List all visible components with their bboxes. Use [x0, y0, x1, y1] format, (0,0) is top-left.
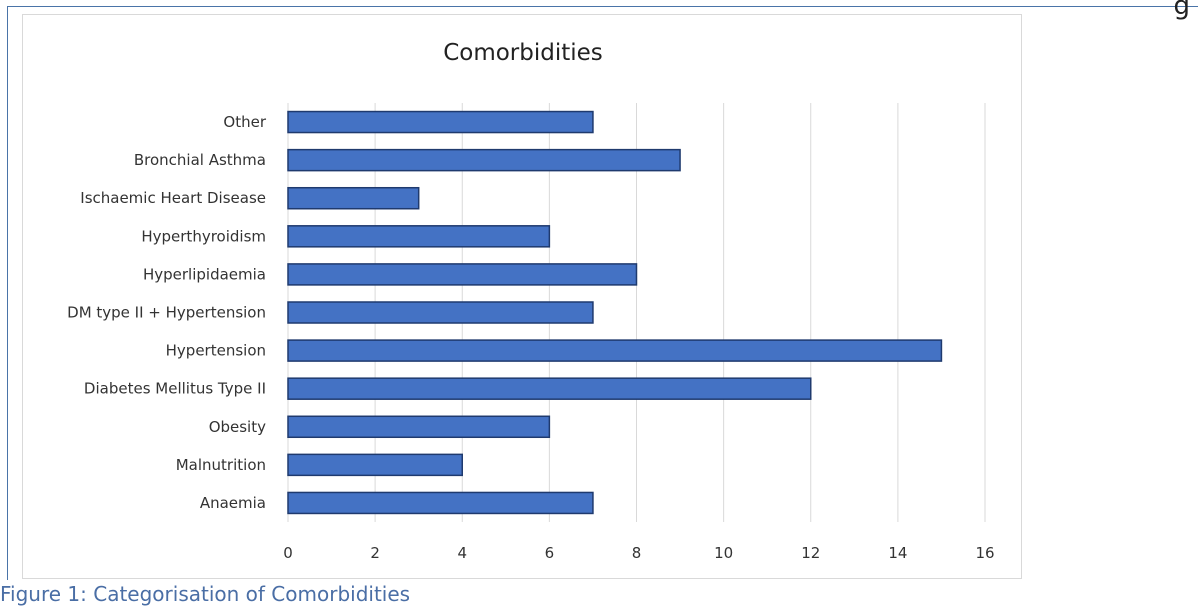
x-tick-label: 14 [888, 544, 907, 562]
bar-other [287, 110, 594, 134]
x-tick-labels: 0 2 4 6 8 10 12 14 16 [283, 544, 994, 562]
bar-malnutrition [287, 453, 463, 477]
bar-ischaemic-heart-disease [287, 186, 420, 210]
category-label: Hypertension [166, 342, 266, 360]
x-tick-label: 8 [632, 544, 642, 562]
category-label: Other [223, 113, 266, 131]
category-label: Malnutrition [176, 456, 266, 474]
category-labels: Anaemia Malnutrition Obesity Diabetes Melli… [67, 113, 267, 512]
category-label: Ischaemic Heart Disease [80, 189, 266, 207]
chart-title: Comorbidities [443, 40, 603, 66]
x-tick-label: 10 [714, 544, 733, 562]
bar-bronchial-asthma [287, 148, 681, 172]
comorbidities-bar-chart: Comorbidities Anaemia Malnutrition Obesity… [67, 40, 994, 562]
category-label: Anaemia [200, 494, 266, 512]
bars [287, 110, 943, 515]
x-tick-label: 2 [370, 544, 380, 562]
x-tick-label: 4 [457, 544, 467, 562]
figure-caption: Figure 1: Categorisation of Comorbiditie… [0, 582, 411, 606]
x-tick-label: 6 [545, 544, 555, 562]
bar-obesity [287, 415, 551, 439]
chart-frame: Comorbidities Anaemia Malnutrition Obesity… [22, 14, 1022, 579]
x-tick-label: 16 [975, 544, 994, 562]
x-tick-label: 0 [283, 544, 293, 562]
bar-hyperlipidaemia [287, 263, 638, 286]
gridlines [287, 103, 986, 522]
bar-hypertension [287, 339, 943, 362]
bar-dm-type-ii-hypertension [287, 301, 594, 324]
page-frame: g [7, 0, 1198, 580]
category-label: DM type II + Hypertension [67, 304, 266, 322]
bar-hyperthyroidism [287, 225, 551, 248]
bar-diabetes-mellitus-type-ii [287, 377, 812, 400]
category-label: Diabetes Mellitus Type II [84, 380, 266, 398]
category-label: Hyperthyroidism [141, 227, 266, 245]
corner-text-fragment: g [1173, 0, 1190, 21]
category-label: Bronchial Asthma [134, 151, 266, 169]
x-tick-label: 12 [801, 544, 820, 562]
category-label: Hyperlipidaemia [143, 265, 266, 283]
category-label: Obesity [209, 418, 266, 436]
bar-anaemia [287, 491, 594, 515]
